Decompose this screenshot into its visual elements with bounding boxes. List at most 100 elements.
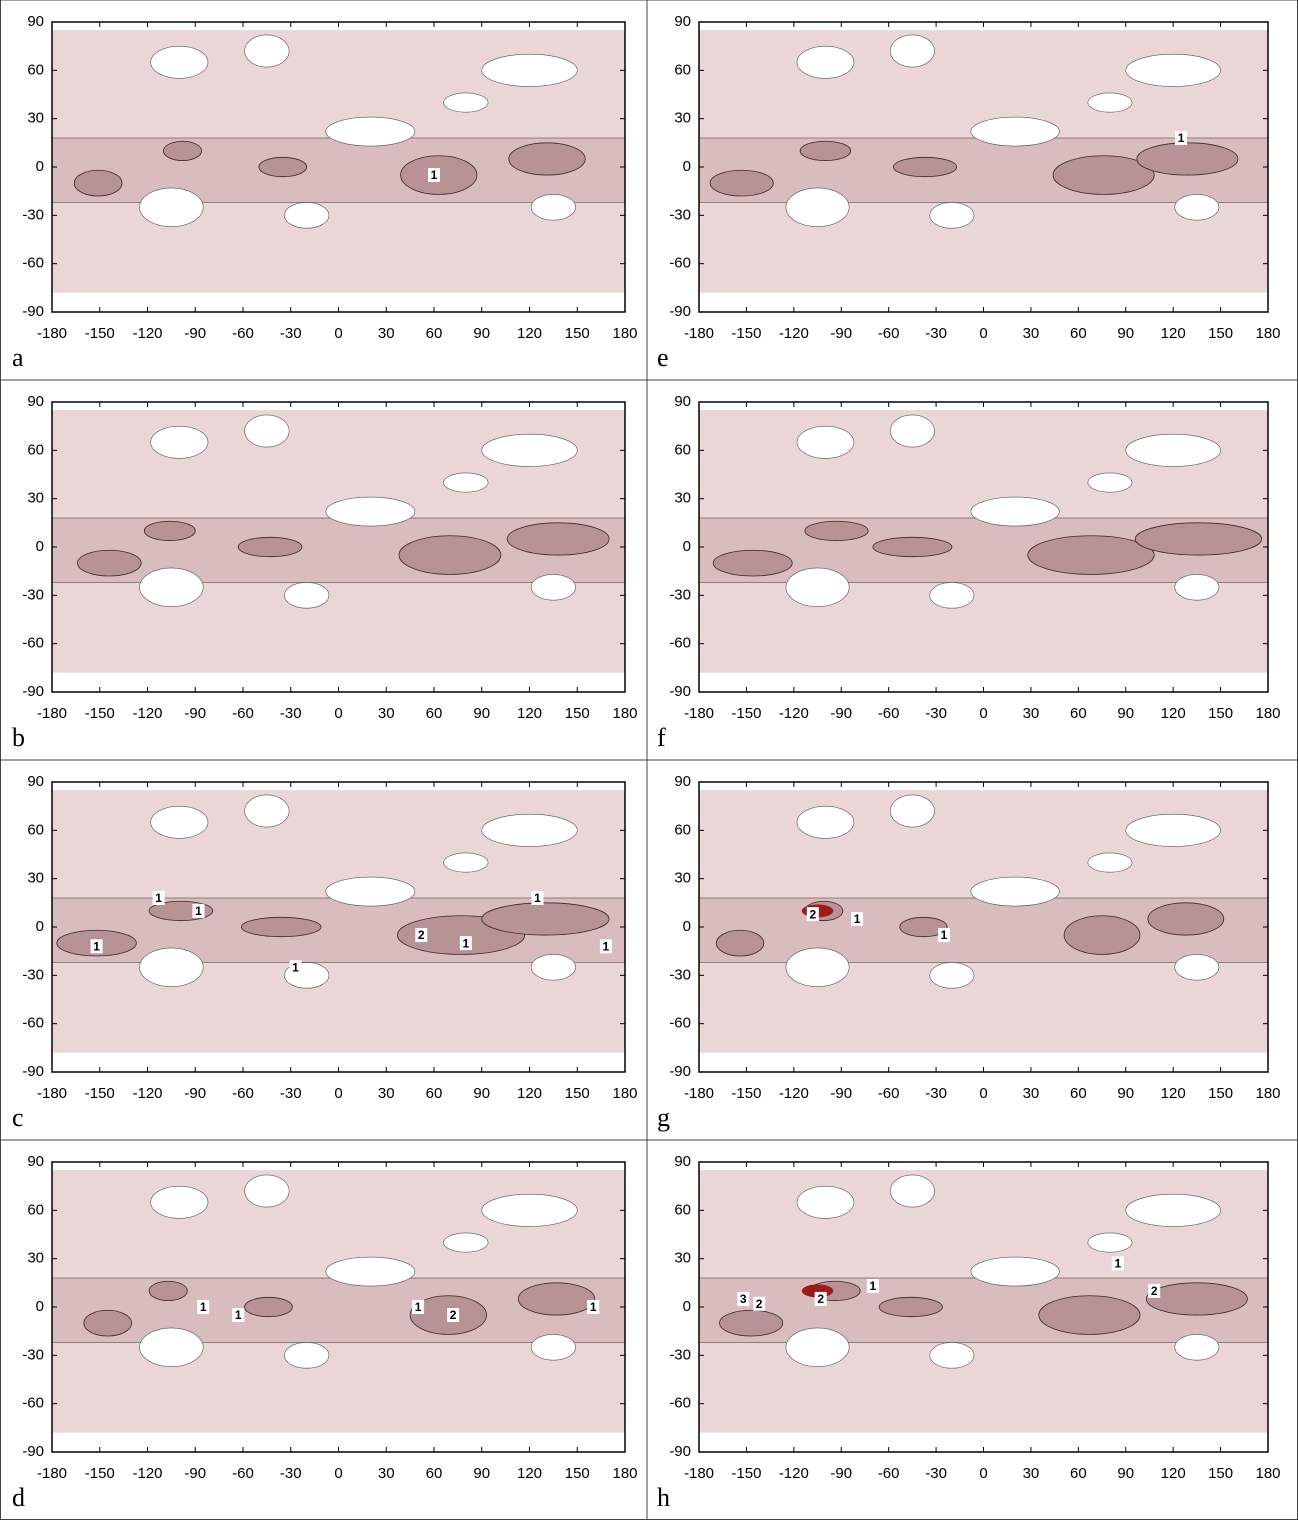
dark-contour	[508, 142, 586, 176]
contour-label-bg	[415, 928, 428, 943]
y-tick-label: 0	[36, 158, 44, 175]
white-area	[889, 1174, 935, 1208]
y-tick-label: 30	[27, 110, 44, 127]
y-tick-label: 0	[683, 1298, 691, 1315]
contour-label: 1	[292, 960, 299, 974]
y-tick-label: -90	[669, 1063, 691, 1080]
y-tick-label: -30	[22, 966, 44, 983]
y-tick-label: 30	[674, 490, 691, 507]
contour-label-bg	[866, 1279, 879, 1294]
white-area	[443, 472, 489, 493]
contour-label-bg	[531, 891, 544, 905]
white-area	[139, 947, 204, 987]
white-area	[325, 116, 416, 147]
panel-letter: d	[12, 1483, 25, 1512]
dark-contour	[1134, 522, 1263, 556]
y-tick-label: 90	[674, 393, 691, 410]
y-tick-label: -60	[22, 1015, 44, 1032]
dark-contour	[1052, 155, 1155, 195]
x-tick-label: 0	[979, 1465, 987, 1482]
x-tick-label: -180	[37, 1085, 67, 1102]
x-tick-label: -180	[684, 1465, 714, 1482]
contour-label-bg	[152, 891, 165, 905]
white-area	[481, 1193, 578, 1227]
x-tick-label: 60	[1070, 705, 1087, 722]
y-tick-label: 60	[674, 1201, 691, 1218]
dark-contour	[481, 902, 610, 936]
y-tick-label: -90	[22, 1443, 44, 1460]
x-tick-label: -60	[232, 705, 254, 722]
x-tick-label: -180	[684, 705, 714, 722]
white-area	[889, 794, 935, 828]
white-area	[785, 187, 850, 227]
white-area	[530, 574, 576, 601]
contour-label-bg	[90, 939, 103, 954]
contour-label-bg	[937, 928, 950, 943]
white-area	[150, 45, 209, 79]
y-tick-label: 30	[674, 1250, 691, 1267]
contour-label: 1	[590, 1300, 597, 1314]
panel-letter: c	[12, 1103, 24, 1132]
y-tick-label: 60	[27, 1201, 44, 1218]
x-tick-label: -90	[184, 705, 206, 722]
white-area	[796, 1185, 855, 1219]
dark-contour	[237, 536, 303, 558]
x-tick-label: 180	[612, 705, 637, 722]
x-tick-label: -120	[132, 1465, 162, 1482]
dark-contour	[143, 520, 196, 541]
x-tick-label: 0	[334, 1465, 342, 1482]
white-area	[1174, 574, 1220, 601]
y-tick-label: 0	[36, 918, 44, 935]
white-area	[970, 876, 1060, 907]
dark-contour	[1063, 915, 1141, 955]
contour-label-bg	[289, 960, 302, 975]
x-tick-label: -90	[830, 1465, 852, 1482]
dark-contour	[804, 520, 869, 541]
y-tick-label: -30	[669, 966, 691, 983]
x-tick-label: 150	[1208, 705, 1233, 722]
white-area	[443, 92, 489, 113]
dark-contour	[244, 1296, 293, 1318]
dark-contour	[709, 169, 774, 197]
contour-label: 1	[195, 904, 202, 918]
x-tick-label: -60	[232, 325, 254, 342]
dark-contour	[1027, 535, 1155, 575]
x-tick-label: 0	[334, 325, 342, 342]
y-tick-label: 90	[27, 13, 44, 30]
x-tick-label: -120	[132, 1085, 162, 1102]
x-tick-label: 150	[565, 325, 590, 342]
white-area	[244, 1174, 290, 1208]
x-tick-label: 150	[1208, 1465, 1233, 1482]
x-tick-label: -90	[184, 1085, 206, 1102]
x-tick-label: 120	[1161, 1085, 1186, 1102]
x-tick-label: -30	[925, 325, 947, 342]
x-tick-label: -60	[878, 1085, 900, 1102]
y-tick-label: -90	[22, 1063, 44, 1080]
contour-label: 2	[809, 907, 816, 921]
dark-contour	[517, 1282, 596, 1316]
x-tick-label: 180	[612, 1085, 637, 1102]
y-tick-label: 90	[27, 393, 44, 410]
dark-contour	[398, 535, 502, 575]
x-tick-label: 30	[1023, 1465, 1040, 1482]
contour-label-bg	[197, 1300, 210, 1314]
x-tick-label: -120	[779, 1465, 809, 1482]
y-tick-label: -90	[22, 683, 44, 700]
dark-contour	[899, 916, 948, 938]
white-area	[139, 1327, 204, 1367]
x-tick-label: 180	[1255, 1465, 1280, 1482]
white-area	[889, 34, 935, 68]
contour-label: 1	[1178, 131, 1185, 145]
y-tick-label: -30	[22, 1346, 44, 1363]
y-tick-label: -30	[22, 206, 44, 223]
white-area	[284, 202, 330, 229]
x-tick-label: 90	[1117, 325, 1134, 342]
y-tick-label: -60	[669, 1395, 691, 1412]
y-tick-label: 60	[674, 441, 691, 458]
y-tick-label: -60	[22, 1395, 44, 1412]
x-tick-label: 0	[334, 1085, 342, 1102]
white-area	[530, 1334, 576, 1361]
x-tick-label: -60	[878, 705, 900, 722]
map-panel: -180 -150 -120 -90 -60 -30 0 30 60 90 120 150 180 90 6…	[12, 13, 638, 372]
dark-contour	[506, 522, 610, 556]
